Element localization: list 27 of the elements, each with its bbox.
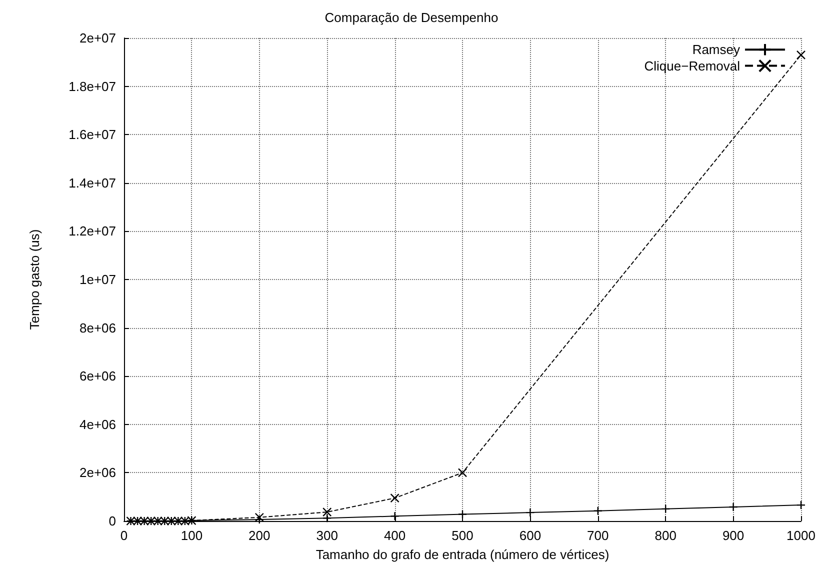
y-tick-label: 1.6e+07	[68, 127, 116, 142]
x-tick-label: 600	[519, 528, 542, 543]
y-tick-label: 2e+07	[79, 30, 116, 46]
x-tick-label: 800	[654, 528, 676, 543]
y-tick-label: 1.4e+07	[68, 175, 116, 190]
y-tick-label: 1.2e+07	[68, 224, 116, 239]
y-tick-label: 6e+06	[79, 368, 116, 384]
y-tick-label: 1.8e+07	[68, 78, 116, 94]
x-tick-label: 200	[248, 528, 270, 543]
x-tick-label: 300	[316, 528, 338, 543]
y-tick-label: 2e+06	[79, 465, 116, 480]
x-tick-label: 100	[180, 528, 203, 543]
y-tick-label: 0	[108, 514, 116, 528]
y-tick-label: 1e+07	[79, 272, 116, 287]
y-tick-label: 4e+06	[79, 416, 116, 432]
y-axis-title: Tempo gasto (us)	[27, 229, 42, 330]
x-tick-label: 400	[384, 528, 406, 543]
x-axis-title: Tamanho do grafo de entrada (número de vértices)	[316, 547, 610, 562]
y-tick-label: 8e+06	[79, 320, 116, 336]
x-tick-label: 700	[587, 528, 609, 543]
legend-label: Ramsey	[692, 42, 740, 58]
legend-label: Clique−Removal	[644, 58, 740, 74]
x-tick-label: 900	[722, 528, 744, 543]
x-tick-label: 500	[452, 528, 474, 543]
x-tick-label: 1000	[786, 528, 816, 543]
chart-title: Comparação de Desempenho	[324, 10, 498, 25]
x-tick-label: 0	[120, 528, 128, 543]
